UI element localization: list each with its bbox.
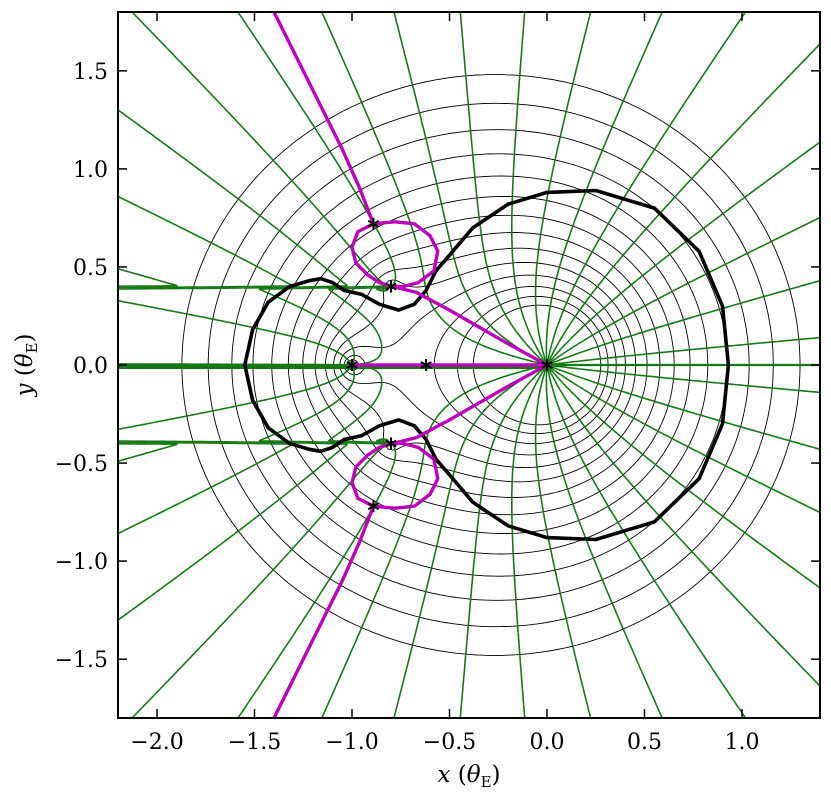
field-line bbox=[118, 336, 820, 368]
y-tick-label: 0.5 bbox=[73, 256, 108, 281]
x-tick-label: −1.5 bbox=[228, 730, 281, 755]
field-line bbox=[118, 267, 178, 287]
field-line bbox=[118, 12, 397, 367]
equipotential-contour bbox=[287, 196, 691, 534]
point-mass-marker bbox=[541, 361, 553, 369]
equipotential-contour bbox=[333, 261, 637, 469]
y-axis-unit-sub: E bbox=[23, 342, 41, 353]
image-curve-2 bbox=[350, 363, 549, 510]
equipotential-contour bbox=[207, 102, 774, 628]
y-tick-label: −1.5 bbox=[55, 648, 108, 673]
y-axis-label: y (θE) bbox=[12, 333, 41, 397]
equipotential-contour bbox=[181, 74, 801, 656]
point-mass-marker bbox=[385, 282, 397, 291]
saddle-point-marker bbox=[367, 502, 380, 511]
ticks-layer: −2.0 −1.5 −1.0 −0.5 0.0 0.5 1.0 1.5 1.0 0.5 0.0 −0.… bbox=[55, 12, 820, 755]
field-line bbox=[118, 12, 389, 366]
field-line bbox=[118, 367, 389, 718]
field-line bbox=[118, 441, 293, 535]
image-curve-3 bbox=[272, 12, 376, 226]
x-tick-label: −0.5 bbox=[423, 730, 476, 755]
image-curve-4 bbox=[272, 504, 376, 718]
y-axis-unit-close: ) bbox=[12, 333, 38, 342]
critical-curve bbox=[243, 188, 731, 542]
field-line bbox=[118, 443, 178, 463]
curves-layer bbox=[243, 12, 731, 718]
x-axis-unit-sub: E bbox=[481, 773, 492, 791]
x-axis-var: x bbox=[437, 762, 450, 788]
x-axis-unit-close: ) bbox=[492, 762, 501, 788]
field-line bbox=[118, 364, 820, 394]
point-mass-marker bbox=[346, 361, 358, 369]
y-tick-label: 1.0 bbox=[73, 158, 108, 183]
x-tick-label: 1.0 bbox=[725, 730, 760, 755]
equipotential-contour bbox=[339, 274, 626, 456]
saddle-point-marker bbox=[420, 361, 432, 369]
saddle-point-marker bbox=[367, 219, 380, 228]
field-line bbox=[118, 12, 664, 367]
field-line bbox=[118, 366, 544, 718]
x-tick-label: 0.0 bbox=[530, 730, 565, 755]
field-line bbox=[118, 366, 747, 718]
field-line bbox=[118, 108, 353, 366]
x-axis-unit-open: ( bbox=[450, 762, 466, 788]
field-lines-layer bbox=[118, 12, 820, 718]
equipotential-contour bbox=[324, 247, 648, 483]
y-tick-label: 0.0 bbox=[73, 354, 108, 379]
y-tick-label: −0.5 bbox=[55, 452, 108, 477]
x-tick-label: −1.0 bbox=[325, 730, 378, 755]
x-tick-label: −2.0 bbox=[130, 730, 183, 755]
field-line bbox=[118, 366, 664, 718]
point-mass-marker bbox=[385, 439, 397, 448]
equipotential-contour bbox=[314, 232, 661, 498]
image-curve-1 bbox=[350, 220, 549, 367]
y-axis-unit-open: ( bbox=[12, 367, 38, 383]
y-tick-label: −1.0 bbox=[55, 550, 108, 575]
x-axis-unit: θ bbox=[467, 762, 481, 788]
equipotential-contour bbox=[231, 129, 750, 601]
y-axis-unit: θ bbox=[12, 353, 38, 367]
markers-layer bbox=[346, 217, 553, 513]
x-axis-label: x (θE) bbox=[437, 762, 500, 791]
x-tick-label: 0.5 bbox=[627, 730, 662, 755]
y-axis-var: y bbox=[12, 383, 38, 398]
y-tick-label: 1.5 bbox=[73, 60, 108, 85]
